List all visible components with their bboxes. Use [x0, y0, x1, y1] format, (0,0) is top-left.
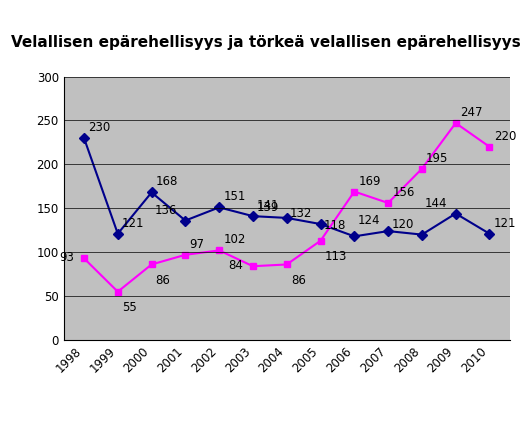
- Text: 102: 102: [224, 233, 246, 246]
- Text: 97: 97: [190, 238, 204, 251]
- Text: 120: 120: [391, 218, 414, 231]
- Text: 144: 144: [425, 197, 448, 210]
- Text: 247: 247: [460, 106, 482, 119]
- velallisen epärehellisyys: [115, 231, 121, 236]
- velallisen epärehellisyys: [284, 215, 290, 221]
- velallisen epärehellisyys: [216, 205, 222, 210]
- Text: 136: 136: [155, 204, 177, 217]
- Text: 151: 151: [224, 190, 246, 204]
- törkeä velallisen epärehellisyys: [486, 144, 493, 149]
- törkeä velallisen epärehellisyys: [452, 121, 459, 126]
- Line: törkeä velallisen epärehellisyys: törkeä velallisen epärehellisyys: [81, 119, 493, 295]
- törkeä velallisen epärehellisyys: [115, 289, 121, 294]
- törkeä velallisen epärehellisyys: [419, 166, 425, 171]
- Text: 139: 139: [256, 201, 279, 214]
- törkeä velallisen epärehellisyys: [385, 201, 391, 206]
- velallisen epärehellisyys: [148, 190, 155, 195]
- velallisen epärehellisyys: [419, 232, 425, 237]
- velallisen epärehellisyys: [486, 231, 493, 236]
- Text: 230: 230: [88, 121, 110, 134]
- Text: 121: 121: [494, 217, 516, 230]
- Text: 220: 220: [494, 130, 516, 143]
- velallisen epärehellisyys: [452, 211, 459, 216]
- Text: 84: 84: [228, 259, 243, 272]
- Line: velallisen epärehellisyys: velallisen epärehellisyys: [81, 134, 493, 240]
- Text: 121: 121: [122, 217, 144, 230]
- törkeä velallisen epärehellisyys: [318, 238, 324, 243]
- Text: 141: 141: [257, 199, 280, 212]
- Text: Velallisen epärehellisyys ja törkeä velallisen epärehellisyys: Velallisen epärehellisyys ja törkeä vela…: [11, 35, 520, 50]
- Text: 55: 55: [122, 301, 136, 314]
- Text: 156: 156: [392, 186, 415, 199]
- törkeä velallisen epärehellisyys: [182, 252, 189, 258]
- velallisen epärehellisyys: [385, 229, 391, 234]
- Text: 132: 132: [290, 207, 312, 220]
- velallisen epärehellisyys: [351, 234, 357, 239]
- Text: 113: 113: [324, 250, 347, 263]
- törkeä velallisen epärehellisyys: [250, 264, 256, 269]
- törkeä velallisen epärehellisyys: [284, 262, 290, 267]
- velallisen epärehellisyys: [318, 221, 324, 227]
- Text: 93: 93: [59, 251, 74, 264]
- Text: 169: 169: [358, 175, 381, 187]
- törkeä velallisen epärehellisyys: [216, 248, 222, 253]
- Text: 124: 124: [357, 214, 380, 227]
- velallisen epärehellisyys: [250, 214, 256, 219]
- Text: 86: 86: [156, 274, 170, 287]
- Text: 118: 118: [324, 219, 346, 232]
- velallisen epärehellisyys: [81, 136, 87, 141]
- Text: 168: 168: [156, 176, 178, 189]
- törkeä velallisen epärehellisyys: [351, 189, 357, 194]
- Text: 195: 195: [426, 152, 449, 165]
- törkeä velallisen epärehellisyys: [81, 256, 87, 261]
- velallisen epärehellisyys: [182, 218, 189, 223]
- Text: 86: 86: [291, 274, 306, 287]
- törkeä velallisen epärehellisyys: [148, 262, 155, 267]
